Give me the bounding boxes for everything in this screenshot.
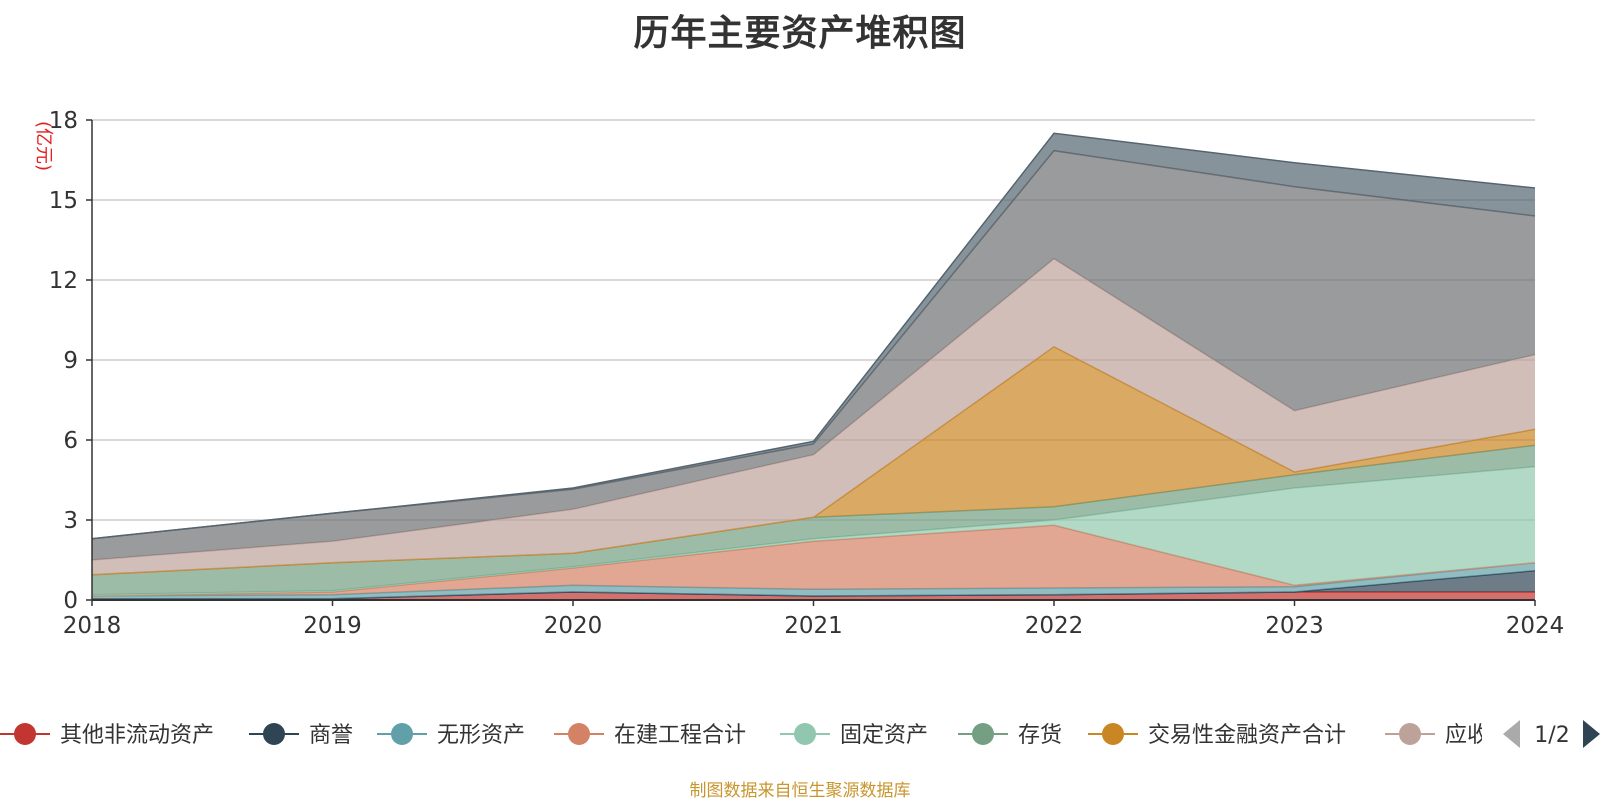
- legend: 其他非流动资产 商誉 无形资产 在建工程合计 固定资产 存货 交易性金融资产合计 应收 1/2: [0, 720, 1600, 748]
- legend-next-arrow-icon[interactable]: [1583, 720, 1600, 748]
- legend-marker: [391, 723, 413, 745]
- area-series-8: [92, 258, 1535, 575]
- area-series-10: [92, 133, 1535, 539]
- x-tick-label: 2018: [63, 613, 122, 639]
- chart-title: 历年主要资产堆积图: [633, 13, 967, 54]
- legend-marker: [568, 723, 590, 745]
- axes: 0 3 6 9 12 15 18 2018 2019 2020 2021 2022 2023 2024: [49, 108, 1565, 639]
- legend-item[interactable]: 商誉: [249, 723, 353, 748]
- legend-item[interactable]: 存货: [958, 723, 1062, 748]
- legend-item[interactable]: 无形资产: [377, 723, 525, 748]
- x-tick-label: 2021: [784, 613, 843, 639]
- legend-marker: [972, 723, 994, 745]
- legend-item[interactable]: 固定资产: [780, 723, 928, 748]
- area-series-3: [92, 562, 1535, 599]
- legend-label: 在建工程合计: [614, 723, 746, 748]
- y-tick-label: 9: [63, 348, 78, 374]
- x-tick-label: 2023: [1265, 613, 1324, 639]
- legend-item[interactable]: 在建工程合计: [554, 723, 746, 748]
- y-tick-label: 3: [63, 508, 78, 534]
- area-series: [91, 132, 1536, 600]
- y-axis-unit-label: (亿元): [33, 121, 54, 171]
- legend-prev-arrow-icon[interactable]: [1503, 720, 1520, 748]
- legend-marker: [14, 723, 36, 745]
- legend-label: 应收: [1445, 723, 1489, 748]
- legend-marker: [1399, 723, 1421, 745]
- area-series-line-10: [91, 132, 1536, 540]
- y-tick-label: 15: [49, 188, 78, 214]
- legend-marker: [794, 723, 816, 745]
- area-series-7: [92, 346, 1535, 575]
- x-tick-label: 2024: [1506, 613, 1565, 639]
- legend-marker: [1102, 723, 1124, 745]
- y-tick-label: 18: [49, 108, 78, 134]
- legend-item[interactable]: 应收: [1385, 723, 1489, 748]
- legend-marker: [263, 723, 285, 745]
- legend-items: 其他非流动资产 商誉 无形资产 在建工程合计 固定资产 存货 交易性金融资产合计 应收: [0, 723, 1489, 748]
- legend-label: 存货: [1018, 723, 1062, 748]
- legend-label: 其他非流动资产: [60, 723, 214, 748]
- legend-label: 交易性金融资产合计: [1148, 723, 1346, 748]
- legend-label: 商誉: [309, 723, 353, 748]
- source-note: 制图数据来自恒生聚源数据库: [689, 781, 911, 801]
- legend-page-indicator: 1/2: [1534, 723, 1569, 748]
- legend-item[interactable]: 其他非流动资产: [0, 723, 214, 748]
- y-tick-label: 12: [49, 268, 78, 294]
- legend-label: 固定资产: [840, 723, 928, 748]
- x-tick-label: 2022: [1025, 613, 1084, 639]
- area-series-4: [92, 525, 1535, 596]
- y-tick-label: 0: [63, 588, 78, 614]
- area-series-9: [92, 150, 1535, 560]
- area-series-6: [92, 445, 1535, 595]
- x-tick-label: 2020: [544, 613, 603, 639]
- legend-label: 无形资产: [437, 723, 525, 748]
- y-tick-label: 6: [63, 428, 78, 454]
- legend-item[interactable]: 交易性金融资产合计: [1088, 723, 1346, 748]
- x-tick-label: 2019: [303, 613, 362, 639]
